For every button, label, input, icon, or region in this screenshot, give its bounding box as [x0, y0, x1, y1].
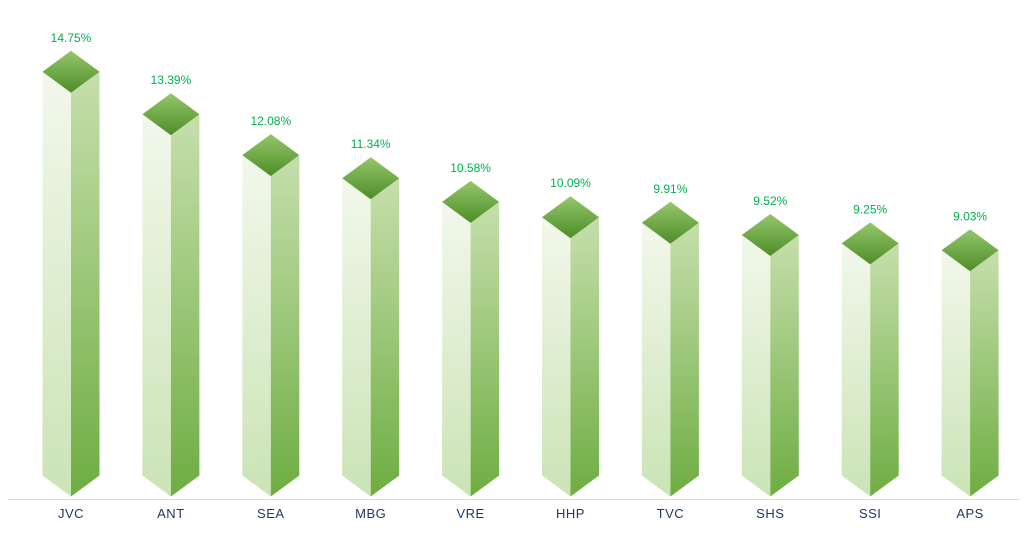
bar-left-face [741, 234, 771, 497]
category-label: SHS [756, 506, 784, 521]
bar-top-face [142, 93, 200, 136]
bar-left-face [841, 243, 871, 497]
bar-top-face [741, 213, 799, 256]
bar-right-face [71, 71, 100, 497]
category-label: HHP [556, 506, 585, 521]
bar-vre: 10.58% VRE [442, 161, 500, 521]
bar-left-face [641, 222, 671, 497]
bar-top-face [941, 229, 999, 272]
bar-mbg: 11.34% MBG [342, 137, 400, 521]
bar-ssi: 9.25% SSI [841, 202, 899, 521]
bar-right-face [870, 243, 899, 497]
value-label: 13.39% [151, 73, 192, 87]
bar-jvc: 14.75% JVC [42, 31, 100, 521]
category-label: TVC [657, 506, 685, 521]
bar-top-face [42, 50, 100, 93]
bar-right-face [470, 201, 500, 497]
bar-right-face [970, 250, 999, 497]
category-label: ANT [157, 506, 185, 521]
bar-top-face [342, 157, 400, 200]
bar-top-face [242, 134, 300, 177]
value-label: 9.25% [853, 202, 887, 216]
bar-ant: 13.39% ANT [142, 73, 200, 521]
bar-top-face [442, 180, 500, 223]
bar-left-face [42, 71, 71, 497]
category-label: VRE [456, 506, 484, 521]
bar-hhp: 10.09% HHP [542, 176, 599, 521]
bar-right-face [270, 155, 300, 497]
bar-right-face [670, 222, 699, 497]
bar-left-face [342, 178, 371, 497]
value-label: 14.75% [51, 31, 92, 45]
bar-sea: 12.08% SEA [242, 114, 300, 521]
category-label: MBG [355, 506, 386, 521]
bar-top-face [641, 201, 699, 244]
value-label: 9.91% [653, 182, 687, 196]
bar-shs: 9.52% SHS [741, 194, 799, 521]
bar-left-face [142, 114, 171, 497]
bar-left-face [542, 217, 571, 497]
bar-left-face [442, 201, 471, 497]
bar-top-face [841, 222, 899, 265]
value-label: 12.08% [250, 114, 291, 128]
bar-right-face [570, 217, 599, 497]
bar-right-face [770, 234, 799, 497]
bar-aps: 9.03% APS [941, 209, 999, 521]
bar-top-face [542, 196, 599, 239]
value-label: 9.52% [753, 194, 787, 208]
bar-right-face [170, 114, 200, 497]
value-label: 10.58% [450, 161, 491, 175]
category-label: APS [956, 506, 984, 521]
bar-tvc: 9.91% TVC [641, 182, 699, 521]
category-label: JVC [58, 506, 84, 521]
bar-right-face [370, 178, 400, 497]
bar-left-face [242, 155, 271, 497]
category-label: SSI [859, 506, 881, 521]
bar-left-face [941, 250, 971, 497]
category-label: SEA [257, 506, 285, 521]
value-label: 9.03% [953, 209, 987, 223]
value-label: 10.09% [550, 176, 591, 190]
value-label: 11.34% [351, 137, 391, 151]
